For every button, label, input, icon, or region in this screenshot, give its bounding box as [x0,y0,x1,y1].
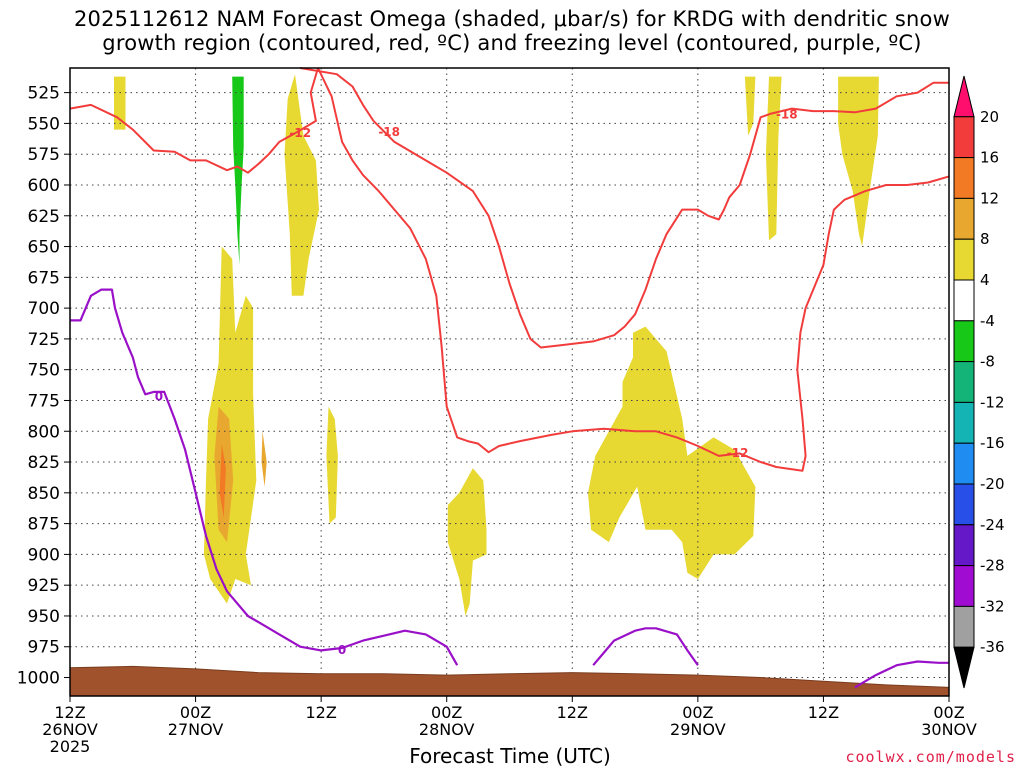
omega-region-11 [261,431,267,487]
freezing-contour-label-0: 0 [338,643,346,657]
chart-title-line1: 2025112612 NAM Forecast Omega (shaded, μ… [74,7,950,31]
x-tick-label-0-2: 26NOV [42,720,98,739]
omega-region-8 [838,76,879,247]
colorbar-label-12: -32 [980,597,1005,615]
x-tick-label-1-2: 27NOV [168,720,224,739]
y-tick-label-725: 725 [28,330,60,350]
y-tick-label-700: 700 [28,299,60,319]
plot-background [70,68,949,696]
x-tick-label-5-1: 00Z [682,703,713,722]
dgz-contour-label-2: -18 [378,125,400,139]
colorbar-label-7: -12 [980,393,1005,411]
colorbar-swatch-8 [953,401,975,444]
colorbar-label-4: 4 [980,271,990,289]
x-tick-label-0-3: 2025 [50,737,91,756]
plot-frame [69,67,950,697]
colorbar-label-10: -24 [980,516,1005,534]
colorbar-swatch-10 [953,483,975,526]
freezing-contour-label-extra: 0 [155,390,163,404]
x-tick-label-0-1: 12Z [54,703,85,722]
colorbar-cap-top [953,75,975,118]
omega-region-6 [744,76,756,136]
y-tick-label-750: 750 [28,361,60,381]
y-tick-label-625: 625 [28,207,60,227]
x-tick-label-6-1: 12Z [808,703,839,722]
colorbar-label-1: 16 [980,149,999,167]
y-tick-label-825: 825 [28,453,60,473]
colorbar-swatch-3 [953,197,975,240]
y-tick-label-775: 775 [28,391,60,411]
colorbar-cap-bottom [953,646,975,689]
colorbar-swatch-7 [953,361,975,403]
colorbar-label-8: -16 [980,434,1005,452]
omega-region-3 [326,406,338,524]
colorbar-swatch-11 [953,524,975,567]
y-tick-label-850: 850 [28,484,60,504]
dgz-contour-2 [300,67,375,122]
x-tick-label-7-2: 30NOV [921,720,977,739]
colorbar-label-3: 8 [980,230,990,248]
colorbar-swatch-4 [953,238,975,281]
omega-region-5 [588,326,756,579]
colorbar-label-0: 20 [980,108,999,126]
colorbar-label-2: 12 [980,189,999,207]
colorbar-label-6: -8 [980,353,995,371]
y-tick-label-550: 550 [28,114,60,134]
x-tick-label-3-1: 00Z [431,703,462,722]
x-tick-label-2-1: 12Z [305,703,336,722]
colorbar-swatch-12 [953,565,975,607]
x-tick-label-5-2: 29NOV [670,720,726,739]
dgz-contour-0 [69,67,319,174]
y-tick-label-800: 800 [28,422,60,442]
omega-region-7 [765,76,782,241]
dgz-contour-1 [317,67,950,472]
dgz-contour-label-3: -18 [776,108,798,122]
credit-text: coolwx.com/models [845,748,1016,766]
x-tick-label-3-2: 28NOV [419,720,475,739]
y-tick-label-950: 950 [28,607,60,627]
x-axis-label: Forecast Time (UTC) [409,744,611,768]
colorbar-swatch-6 [953,320,975,363]
y-tick-label-975: 975 [28,638,60,658]
plot-area: -12 -12 -18 -18 0 0 [69,67,950,697]
omega-region-4 [447,468,487,616]
colorbar-label-11: -28 [980,557,1005,575]
y-tick-label-600: 600 [28,176,60,196]
colorbar: 20 16 12 8 4 -4 -8 -12 -16 -20 -24 -28 -32 -36 [953,75,1005,689]
dgz-contour-label-1: -12 [727,446,749,460]
x-tick-label-7-1: 00Z [933,703,964,722]
chart-title-line2: growth region (contoured, red, ºC) and f… [102,31,922,55]
dgz-contour-3 [372,81,949,349]
surface-terrain [69,665,950,697]
colorbar-label-5: -4 [980,312,995,330]
colorbar-swatch-2 [953,157,975,199]
freezing-contour-1 [592,627,699,666]
y-tick-label-875: 875 [28,515,60,535]
y-tick-label-925: 925 [28,576,60,596]
colorbar-label-13: -36 [980,638,1005,656]
y-tick-label-575: 575 [28,145,60,165]
y-tick-label-675: 675 [28,268,60,288]
colorbar-swatch-5 [953,279,975,322]
y-tick-label-525: 525 [28,84,60,104]
y-tick-label-650: 650 [28,238,60,258]
colorbar-swatch-9 [953,442,975,485]
axes: 525 550 575 600 625 650 675 700 725 750 775 800 825 8… [17,67,977,756]
colorbar-swatch-13 [953,605,975,648]
y-tick-label-1000: 1000 [17,669,60,689]
x-tick-label-4-1: 12Z [557,703,588,722]
colorbar-swatch-1 [953,116,975,159]
freezing-contour-0 [70,288,459,666]
dgz-contour-label-0: -12 [289,126,311,140]
x-tick-label-1-1: 00Z [180,703,211,722]
colorbar-label-9: -20 [980,475,1005,493]
y-tick-label-900: 900 [28,545,60,565]
freezing-contour-2 [854,660,949,689]
omega-region-1 [203,246,257,604]
